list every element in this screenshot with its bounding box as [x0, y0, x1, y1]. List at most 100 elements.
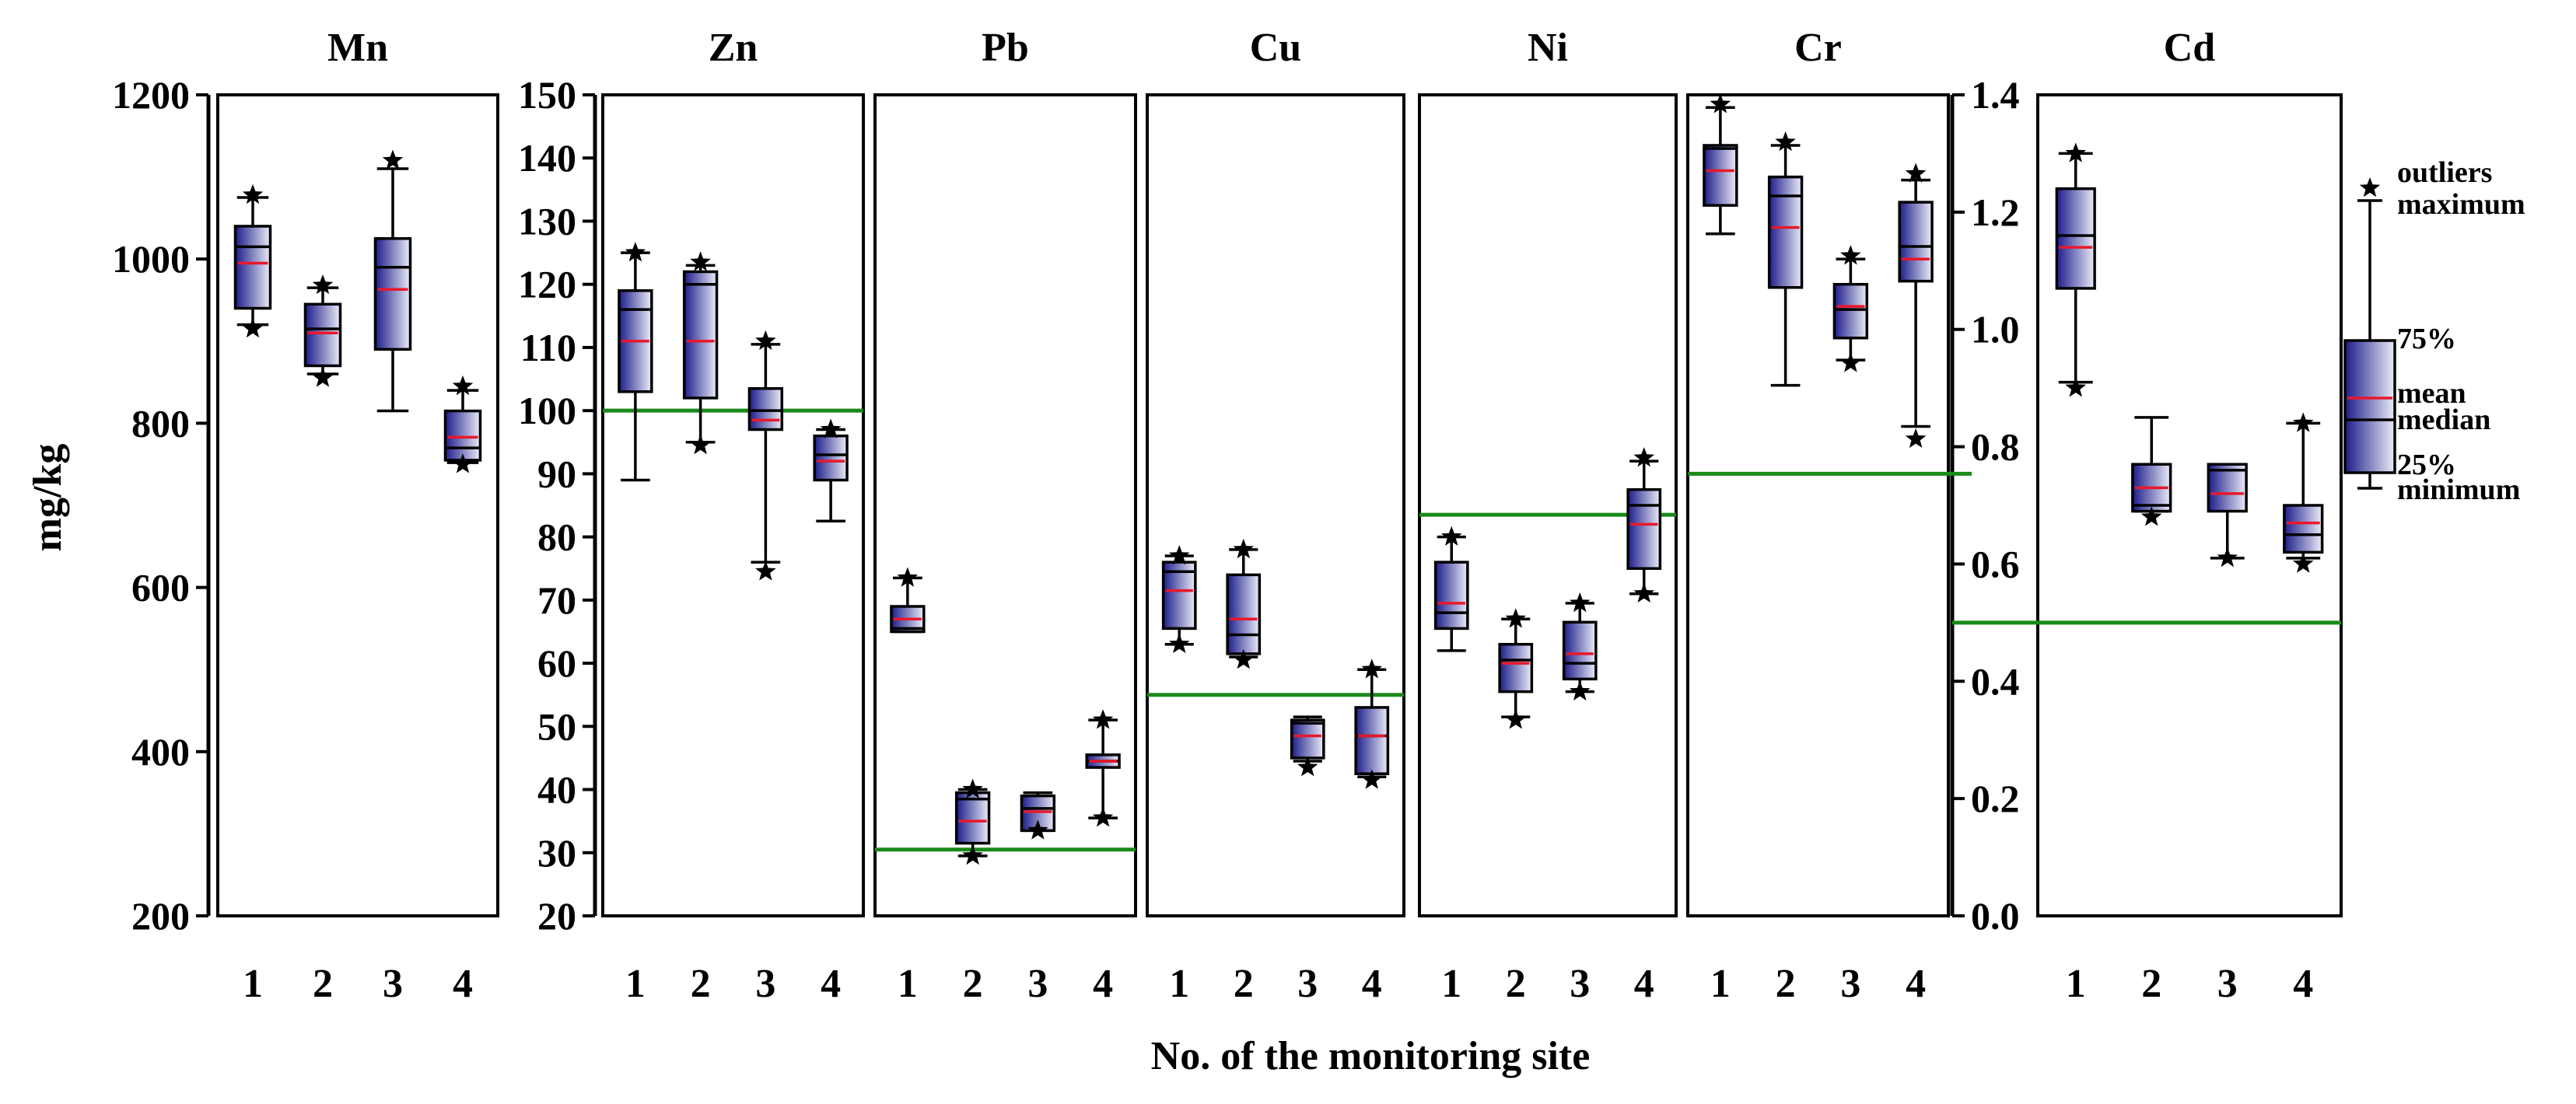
outlier-star — [312, 274, 334, 295]
box-site-2 — [1226, 538, 1262, 669]
outlier-star — [242, 183, 264, 204]
box-site-4 — [1085, 709, 1121, 827]
panel-cu: Cu 1 2 3 4 — [1146, 26, 1405, 1006]
outlier-star — [1361, 659, 1383, 679]
outlier-star — [1905, 162, 1927, 183]
x-axis-label: No. of the monitoring site — [1151, 1034, 1591, 1078]
outlier-star — [1168, 545, 1190, 565]
box-site-1 — [1433, 526, 1469, 652]
outlier-star — [755, 330, 776, 351]
legend-star — [2359, 177, 2381, 197]
box-site-2 — [303, 274, 342, 387]
outlier-star — [1633, 447, 1655, 467]
panel-frame — [1146, 93, 1405, 917]
outlier-star — [1505, 709, 1527, 729]
box-site-1 — [890, 567, 926, 634]
box-site-3 — [1562, 592, 1598, 700]
x-tick-label: 3 — [1027, 962, 1048, 1006]
outlier-star — [1840, 352, 1861, 372]
box-site-4 — [1898, 162, 1934, 448]
y-axis-right-tick-label: 0.2 — [1971, 777, 2020, 820]
outlier-star — [897, 567, 919, 587]
y-axis-left-tick-label: 600 — [131, 566, 190, 610]
y-axis-mid-tick-label: 100 — [518, 389, 576, 432]
panel-title: Zn — [709, 26, 758, 70]
outlier-star — [1569, 680, 1591, 700]
outlier-star — [1168, 633, 1190, 653]
x-tick-label: 1 — [1441, 962, 1461, 1006]
box-site-2 — [1498, 608, 1534, 729]
box-site-3 — [747, 330, 784, 581]
outlier-star — [1505, 608, 1527, 628]
legend-label: minimum — [2397, 473, 2520, 506]
box-site-3 — [2207, 463, 2248, 568]
box-iqr — [1226, 573, 1262, 655]
x-tick-label: 3 — [1297, 962, 1318, 1006]
box-iqr — [1161, 561, 1197, 631]
y-axis-right-tick-label: 0.4 — [1971, 659, 2020, 703]
panel-frame — [2036, 93, 2343, 917]
box-iqr — [233, 225, 272, 310]
panel-frame — [873, 93, 1137, 917]
x-tick-label: 2 — [2141, 962, 2161, 1006]
legend-label: mean — [2397, 377, 2466, 410]
y-axis-left-tick-label: 400 — [131, 730, 190, 774]
box-site-3 — [373, 149, 412, 413]
x-tick-label: 4 — [1634, 962, 1654, 1006]
outlier-star — [242, 318, 264, 338]
x-tick-label: 3 — [2217, 962, 2238, 1006]
outlier-star — [2292, 412, 2314, 432]
box-site-2 — [2131, 416, 2172, 526]
outlier-star — [962, 844, 983, 865]
x-tick-label: 2 — [691, 962, 711, 1006]
y-axis-mid-tick-label: 40 — [537, 768, 576, 812]
x-tick-label: 3 — [755, 962, 775, 1006]
outlier-star — [1092, 807, 1114, 827]
box-iqr — [1767, 175, 1804, 289]
box-site-1 — [618, 242, 653, 482]
x-tick-label: 3 — [1570, 962, 1590, 1006]
outlier-star — [1092, 709, 1114, 729]
y-axis-mid-tick-label: 60 — [537, 641, 576, 685]
x-tick-label: 1 — [2066, 962, 2086, 1006]
x-tick-label: 4 — [1362, 962, 1382, 1006]
box-iqr — [1832, 282, 1869, 340]
x-tick-label: 3 — [1840, 962, 1860, 1006]
panel-frame — [216, 93, 499, 917]
outlier-star — [1233, 649, 1255, 669]
y-axis-mid-tick-label: 70 — [537, 578, 576, 622]
outlier-star — [2140, 506, 2162, 526]
x-tick-label: 2 — [963, 962, 983, 1006]
x-tick-label: 4 — [1906, 962, 1926, 1006]
box-site-2 — [1767, 131, 1804, 387]
box-site-3 — [1020, 791, 1056, 840]
y-axis-right-tick-label: 1.2 — [1971, 190, 2020, 234]
outlier-star — [1233, 538, 1255, 559]
y-axis-right-tick-label: 1.0 — [1971, 308, 2020, 351]
panel-mn: Mn 1 2 3 4 — [216, 26, 499, 1006]
legend-label: median — [2397, 404, 2490, 436]
y-axis-right-tick-label: 0.6 — [1971, 542, 2020, 585]
outlier-star — [820, 418, 842, 438]
y-axis-mid-tick-label: 90 — [537, 452, 576, 495]
box-iqr — [1354, 706, 1390, 775]
outlier-star — [1710, 93, 1731, 114]
box-iqr — [1898, 201, 1934, 283]
box-iqr — [682, 270, 719, 400]
outlier-star — [755, 561, 776, 581]
x-tick-label: 3 — [383, 962, 403, 1006]
box-site-2 — [954, 778, 991, 865]
outlier-star — [625, 242, 646, 262]
y-axis-left-tick-label: 1000 — [112, 237, 190, 281]
box-iqr — [1626, 487, 1662, 570]
box-iqr — [954, 791, 991, 845]
outlier-star — [962, 778, 983, 798]
plot-area: 200 400 600 800 1000 1200 20 30 40 50 60 70 80 90 100 1… — [112, 26, 2525, 1006]
box-site-4 — [813, 418, 849, 523]
x-tick-label: 2 — [1506, 962, 1526, 1006]
outlier-star — [690, 434, 711, 455]
y-axis-left-tick-label: 1200 — [112, 73, 190, 117]
x-tick-label: 1 — [1710, 962, 1731, 1006]
box-site-4 — [443, 375, 482, 473]
x-tick-label: 4 — [1093, 962, 1113, 1006]
